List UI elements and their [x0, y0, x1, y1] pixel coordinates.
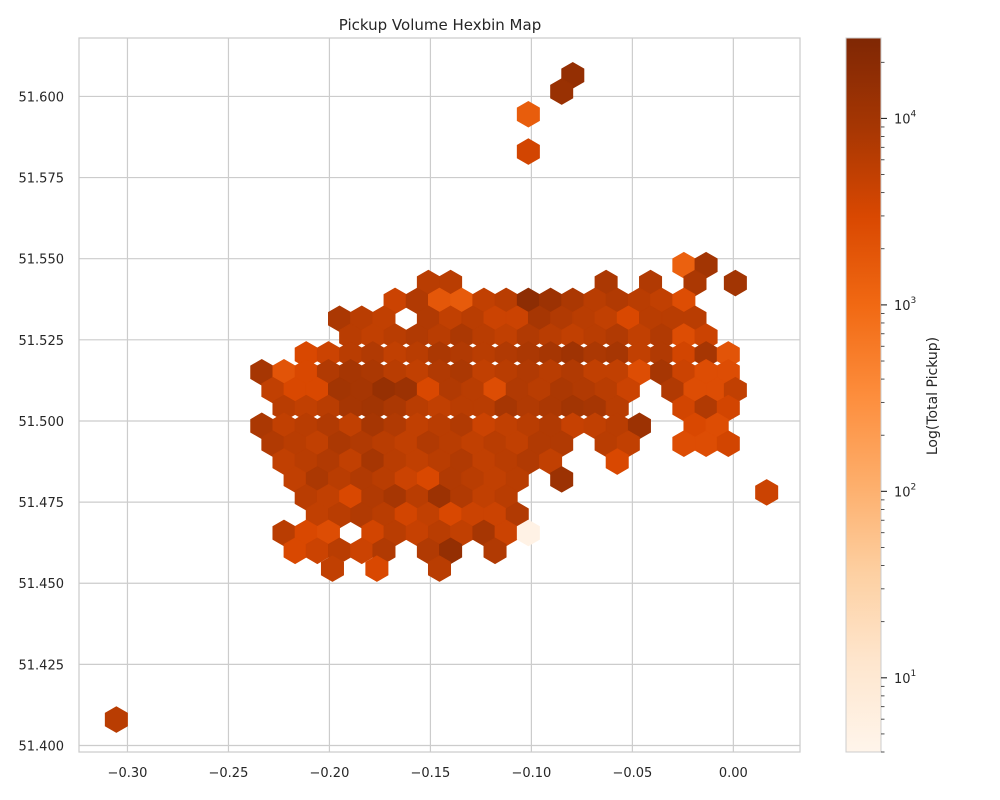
hexbin-cell	[483, 537, 507, 565]
y-tick-label: 51.550	[19, 253, 65, 268]
plot-border	[78, 37, 801, 753]
x-axis-ticks: −0.30 −0.25 −0.20 −0.15 −0.10 −0.05 0.00	[108, 766, 748, 781]
x-tick-label: −0.25	[209, 766, 249, 781]
hexbin-cell	[716, 430, 740, 457]
hexbin-cell	[550, 78, 574, 105]
y-axis-ticks: 51.400 51.425 51.450 51.475 51.500 51.525 51.5…	[19, 90, 65, 754]
hexbin-cell	[320, 555, 344, 582]
y-tick-label: 51.600	[19, 90, 65, 105]
hexbin-cell	[427, 555, 452, 582]
chart-title: Pickup Volume Hexbin Map	[339, 16, 541, 34]
x-tick-label: −0.30	[108, 766, 148, 781]
hexbin-cell	[755, 479, 779, 506]
x-tick-label: 0.00	[719, 766, 748, 781]
y-tick-label: 51.475	[19, 496, 65, 511]
y-tick-label: 51.575	[19, 172, 65, 187]
x-tick-label: −0.15	[410, 766, 450, 781]
colorbar-tick-label: 104	[894, 109, 917, 127]
y-tick-label: 51.400	[19, 740, 65, 755]
y-tick-label: 51.425	[19, 658, 65, 673]
x-tick-label: −0.20	[310, 766, 350, 781]
hexbin-cell	[605, 448, 629, 475]
colorbar-tick-label: 103	[894, 296, 916, 314]
colorbar-ticks: 101 102 103 104	[881, 61, 917, 753]
hexbin-cell	[365, 555, 389, 582]
y-tick-label: 51.450	[19, 577, 65, 592]
x-tick-label: −0.10	[511, 766, 551, 781]
colorbar-gradient	[845, 37, 882, 753]
colorbar-tick-label: 101	[894, 669, 916, 687]
y-tick-label: 51.500	[19, 415, 65, 430]
hexbin-cell	[516, 519, 540, 547]
colorbar-tick-label: 102	[894, 482, 916, 500]
y-tick-label: 51.525	[19, 334, 65, 349]
hexbin-cell	[723, 269, 747, 297]
hexbin-cell	[516, 138, 540, 165]
hexbin-layer	[104, 62, 779, 733]
colorbar-label: Log(Total Pickup)	[925, 337, 941, 455]
hexbin-cell	[550, 466, 574, 493]
hexbin-cell	[104, 706, 128, 733]
colorbar: 101 102 103 104 Log(Total Pickup)	[845, 37, 941, 753]
x-tick-label: −0.05	[612, 766, 652, 781]
hexbin-cell	[516, 100, 540, 128]
